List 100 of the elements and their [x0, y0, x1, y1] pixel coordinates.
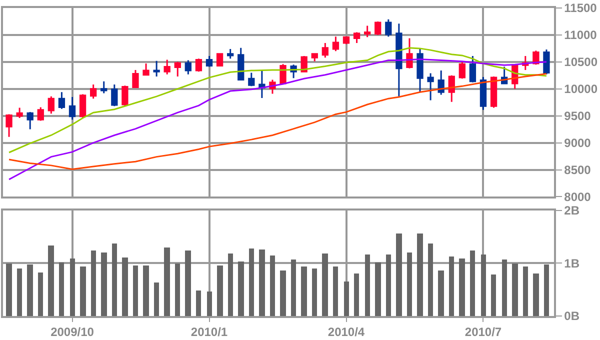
candlestick — [332, 36, 340, 52]
bar — [428, 243, 433, 316]
bar — [291, 259, 296, 316]
y-tick-label: 0B — [564, 309, 580, 324]
candlestick — [353, 32, 360, 44]
x-tick-label: 2009/10 — [50, 325, 94, 340]
candlestick — [311, 52, 318, 62]
candlestick — [6, 113, 12, 138]
candlestick — [238, 47, 244, 81]
bar — [407, 252, 412, 316]
line-series — [8, 47, 548, 154]
candlestick — [280, 63, 286, 85]
bar — [101, 252, 107, 316]
bar — [544, 264, 549, 316]
y-tick-label: 2B — [564, 204, 580, 218]
bar — [6, 263, 12, 316]
bar — [143, 265, 149, 316]
candlestick — [226, 48, 234, 60]
line-series — [8, 58, 548, 180]
x-tick-label: 2010/4 — [328, 325, 365, 340]
y-tick-label: 10500 — [564, 55, 598, 70]
bar — [238, 261, 244, 316]
candlestick — [258, 70, 266, 99]
bar — [175, 263, 180, 316]
bar — [280, 270, 286, 316]
bar — [396, 233, 402, 316]
candlestick — [164, 59, 170, 76]
candlestick — [90, 84, 97, 100]
candlestick — [543, 48, 550, 76]
line-series — [8, 73, 548, 170]
candlestick — [364, 25, 371, 38]
candlestick — [248, 72, 255, 87]
bar — [333, 266, 338, 316]
bar — [207, 291, 212, 316]
candlestick — [58, 91, 66, 110]
x-tick-label: 2010/1 — [190, 325, 228, 340]
candlestick — [184, 60, 192, 76]
bar — [154, 282, 159, 316]
bar — [196, 290, 201, 316]
candlestick — [458, 61, 466, 80]
bar — [312, 268, 317, 316]
y-tick-label: 10000 — [564, 82, 598, 96]
candlestick — [122, 84, 128, 106]
bar — [17, 268, 22, 316]
bar — [185, 250, 191, 316]
bar — [322, 253, 328, 316]
candlestick — [322, 42, 328, 58]
bar — [301, 266, 307, 316]
bar — [112, 243, 117, 316]
candlestick — [490, 76, 498, 108]
bar — [344, 281, 349, 316]
candlestick — [396, 22, 402, 98]
candlestick — [37, 106, 44, 122]
candlestick — [406, 37, 413, 70]
bar — [259, 249, 265, 316]
bar — [270, 255, 275, 316]
candlestick — [174, 61, 181, 78]
bar — [375, 262, 381, 316]
candlestick — [100, 80, 108, 94]
bar — [491, 274, 496, 316]
bar — [502, 259, 507, 316]
candlestick — [374, 20, 382, 36]
bar — [386, 254, 391, 316]
bar — [70, 258, 75, 316]
candlestick — [427, 72, 434, 101]
bar — [228, 253, 233, 316]
bar — [417, 233, 423, 316]
bar — [354, 273, 359, 316]
bar — [133, 265, 138, 316]
candlestick — [416, 48, 424, 93]
bar — [449, 256, 454, 316]
candlestick — [48, 96, 55, 114]
candlestick — [79, 94, 86, 118]
y-tick-label: 9500 — [564, 109, 592, 124]
bar — [523, 266, 528, 316]
candlestick — [448, 74, 455, 103]
candlestick — [111, 84, 118, 107]
y-tick-label: 1B — [564, 256, 580, 270]
bar — [59, 262, 64, 316]
bar — [249, 248, 254, 316]
y-tick-label: 9000 — [564, 136, 592, 150]
x-tick-label: 2010/7 — [464, 325, 502, 340]
bar — [164, 247, 170, 316]
candlestick — [342, 36, 350, 45]
bar — [481, 254, 486, 316]
bar — [217, 265, 223, 316]
bar — [533, 273, 539, 316]
y-tick-label: 8500 — [564, 162, 592, 177]
bar — [122, 257, 128, 316]
bar — [91, 250, 96, 316]
bar — [438, 270, 444, 316]
candlestick — [16, 107, 23, 119]
candlestick — [385, 18, 392, 38]
y-tick-label: 8000 — [564, 190, 592, 204]
bar — [48, 245, 54, 316]
candlestick — [142, 62, 150, 76]
bar — [365, 254, 370, 316]
y-tick-label: 11500 — [564, 1, 598, 16]
bar — [512, 263, 518, 316]
bar — [38, 272, 43, 316]
